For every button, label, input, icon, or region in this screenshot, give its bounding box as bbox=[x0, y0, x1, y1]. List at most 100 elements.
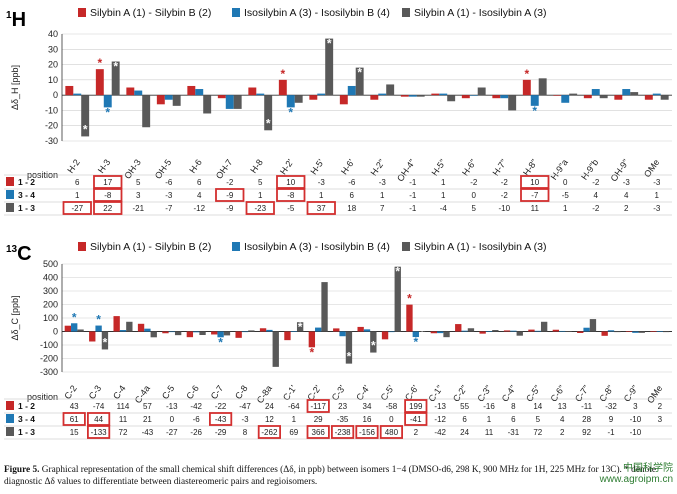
highlight-box bbox=[208, 412, 233, 426]
y-tick-label: 10 bbox=[48, 75, 58, 85]
table-cell: 2 bbox=[560, 428, 565, 437]
category-label: C-6" bbox=[548, 383, 566, 403]
bar bbox=[321, 282, 328, 332]
table-cell: 3 bbox=[658, 415, 663, 424]
bar bbox=[388, 331, 395, 333]
table-cell: -2 bbox=[501, 191, 509, 200]
bar bbox=[589, 319, 597, 332]
category-label: H-5" bbox=[430, 157, 448, 177]
table-cell: 16 bbox=[363, 415, 372, 424]
y-tick-label: -100 bbox=[40, 340, 58, 350]
table-cell: -5 bbox=[562, 191, 570, 200]
table-cell: -64 bbox=[288, 402, 300, 411]
table-cell: -42 bbox=[190, 402, 202, 411]
diagnostic-star: * bbox=[298, 320, 303, 334]
bar bbox=[622, 89, 631, 96]
bar bbox=[355, 67, 364, 96]
table-cell: -238 bbox=[335, 428, 352, 437]
bar bbox=[126, 87, 135, 96]
category-label: OMe bbox=[642, 157, 661, 179]
bar bbox=[503, 330, 511, 332]
bar bbox=[73, 93, 82, 96]
bar bbox=[64, 325, 72, 332]
table-cell: -117 bbox=[310, 402, 326, 411]
table-cell: -3 bbox=[623, 178, 631, 187]
bar bbox=[591, 89, 600, 96]
table-cell: 6 bbox=[511, 415, 516, 424]
bar bbox=[95, 69, 104, 96]
highlight-box bbox=[257, 425, 282, 439]
highlight-box bbox=[87, 412, 111, 426]
y-tick-label: -200 bbox=[40, 354, 58, 364]
highlight-box bbox=[306, 425, 330, 439]
bar bbox=[516, 331, 523, 336]
bar bbox=[144, 328, 151, 332]
bar bbox=[437, 331, 444, 334]
table-cell: 2 bbox=[414, 428, 419, 437]
category-label: H-8 bbox=[248, 157, 265, 175]
table-cell: -58 bbox=[386, 402, 398, 411]
bar bbox=[89, 331, 96, 342]
bar bbox=[601, 331, 608, 336]
figure-caption: Figure 5. Graphical representation of th… bbox=[4, 464, 672, 488]
category-label: C-3 bbox=[87, 383, 104, 401]
bar bbox=[309, 95, 318, 100]
table-cell: -43 bbox=[215, 415, 227, 424]
bar bbox=[168, 331, 175, 333]
y-tick-label: 200 bbox=[43, 300, 58, 310]
y-tick-label: -30 bbox=[45, 136, 58, 146]
table-cell: 55 bbox=[460, 402, 469, 411]
table-cell: 1 bbox=[487, 415, 492, 424]
bar bbox=[315, 327, 322, 332]
legend-label: Isosilybin A (3) - Isosilybin B (4) bbox=[244, 7, 390, 19]
diagnostic-star: * bbox=[105, 105, 110, 119]
row-label: 1 - 2 bbox=[18, 177, 35, 187]
bar bbox=[583, 327, 590, 332]
table-cell: 23 bbox=[338, 402, 347, 411]
bar bbox=[447, 95, 456, 102]
caption-label: Figure 5. bbox=[4, 465, 40, 475]
bar bbox=[540, 321, 548, 332]
table-cell: 0 bbox=[389, 415, 394, 424]
y-tick-label: 20 bbox=[48, 60, 58, 70]
highlight-box bbox=[245, 201, 275, 215]
table-cell: 15 bbox=[70, 428, 79, 437]
table-cell: 1 bbox=[75, 191, 80, 200]
bar bbox=[134, 90, 143, 96]
table-cell: 10 bbox=[530, 178, 539, 187]
category-label: C-4' bbox=[354, 383, 372, 402]
highlight-box bbox=[62, 412, 86, 426]
table-cell: 29 bbox=[314, 415, 323, 424]
y-tick-label: -10 bbox=[45, 105, 58, 115]
bar bbox=[187, 85, 196, 96]
table-cell: -11 bbox=[581, 402, 593, 411]
row-swatch bbox=[6, 414, 14, 423]
table-cell: -3 bbox=[379, 178, 387, 187]
table-cell: -9 bbox=[226, 191, 234, 200]
table-cell: 28 bbox=[582, 415, 591, 424]
table-cell: -7 bbox=[531, 191, 539, 200]
bar bbox=[347, 85, 356, 96]
highlight-box bbox=[87, 425, 111, 439]
table-cell: -27 bbox=[166, 428, 178, 437]
table-cell: 480 bbox=[385, 428, 399, 437]
bar bbox=[290, 331, 297, 332]
bar bbox=[370, 95, 379, 100]
category-label: C-2" bbox=[451, 383, 469, 403]
diagnostic-star: * bbox=[347, 350, 352, 364]
table-cell: 72 bbox=[533, 428, 542, 437]
legend-swatch bbox=[232, 242, 240, 251]
bar bbox=[186, 331, 194, 338]
bar bbox=[363, 329, 371, 332]
table-cell: 2 bbox=[658, 402, 663, 411]
row-label: 3 - 4 bbox=[18, 414, 35, 424]
table-cell: -74 bbox=[93, 402, 105, 411]
bar bbox=[381, 331, 389, 340]
bar bbox=[477, 87, 486, 96]
watermark-line2: www.agroipm.cn bbox=[599, 474, 673, 485]
table-cell: 18 bbox=[347, 204, 356, 213]
watermark-line1: 中国科学院 bbox=[623, 463, 673, 474]
bar bbox=[137, 323, 145, 332]
table-cell: 1 bbox=[563, 204, 568, 213]
bar bbox=[203, 95, 212, 114]
